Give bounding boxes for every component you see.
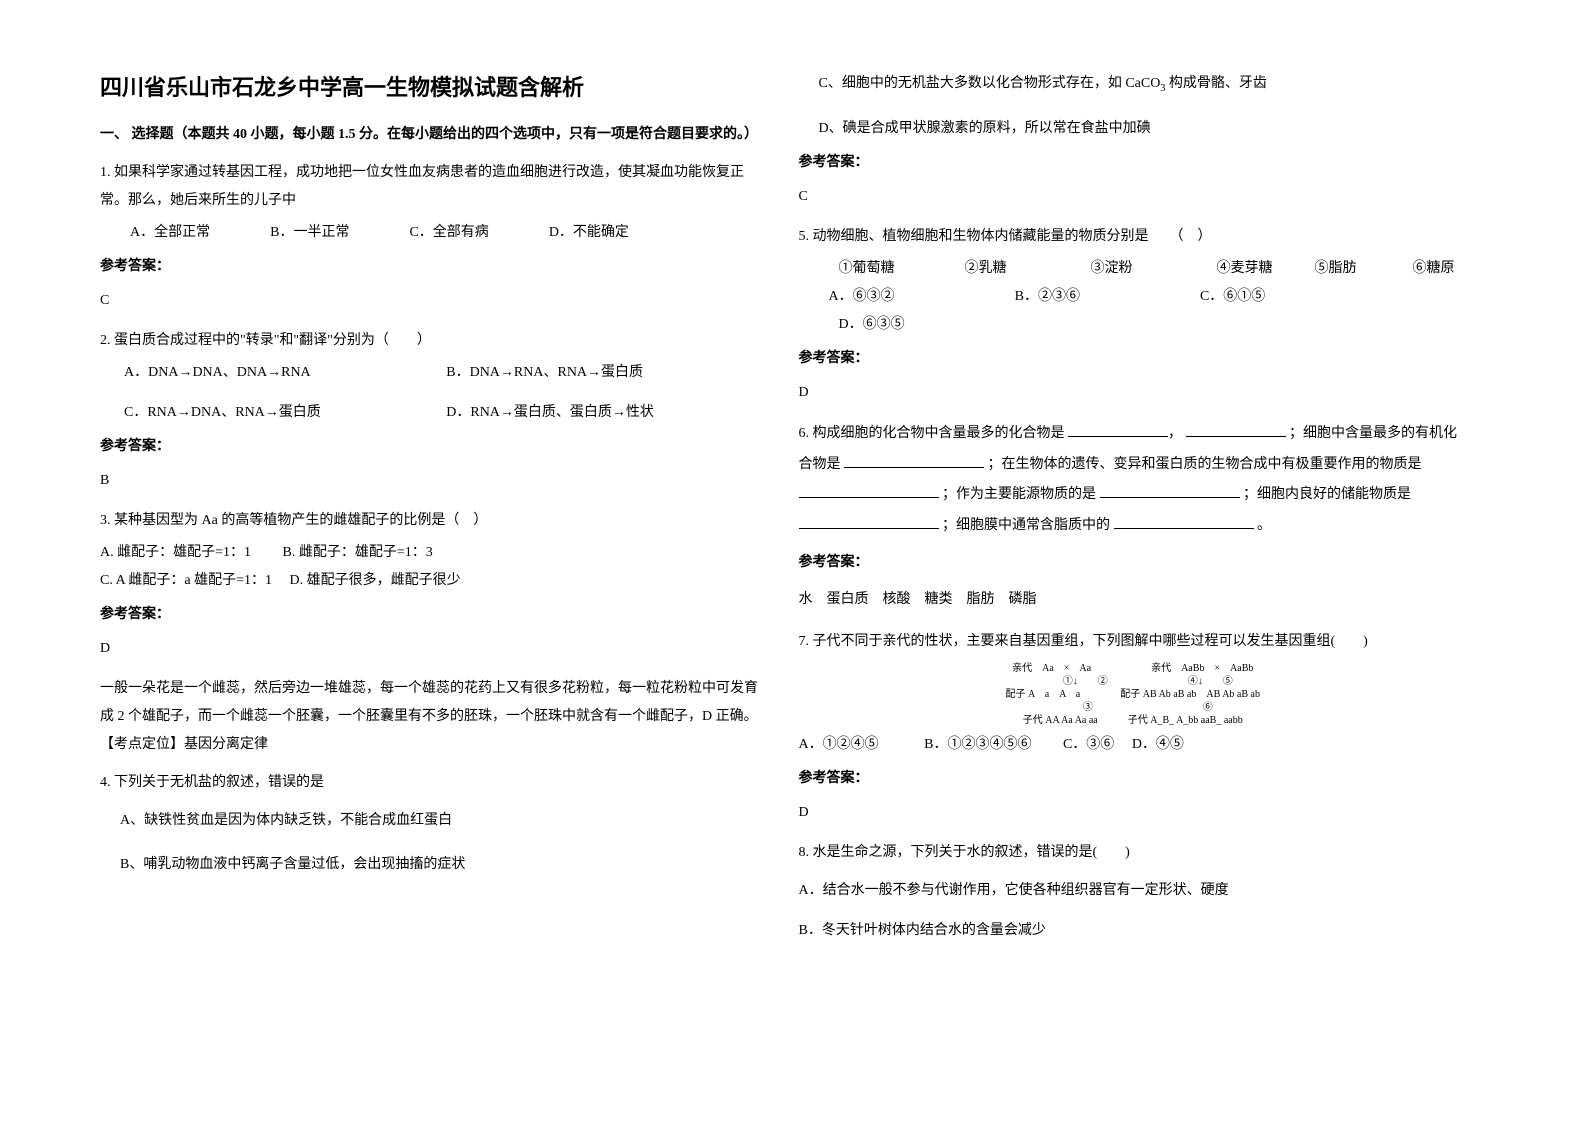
q4-opt-a: A、缺铁性贫血是因为体内缺乏铁，不能合成血红蛋白 xyxy=(120,807,769,835)
q7-opt-b: B．①②③④⑤⑥ xyxy=(924,737,1031,752)
q6-t1: 6. 构成细胞的化合物中含量最多的化合物是 xyxy=(799,426,1065,441)
q2-options: A．DNA→DNA、DNA→RNA B．DNA→RNA、RNA→蛋白质 C．RN… xyxy=(124,359,769,427)
question-5: 5. 动物细胞、植物细胞和生物体内储藏能量的物质分别是 （ ） ①葡萄糖 ②乳糖… xyxy=(799,223,1468,407)
q5-opt-b: B．②③⑥ xyxy=(1015,283,1080,311)
left-column: 四川省乐山市石龙乡中学高一生物模拟试题含解析 一、 选择题（本题共 40 小题，… xyxy=(100,70,799,1082)
blank-5 xyxy=(1100,484,1240,498)
q1-text: 1. 如果科学家通过转基因工程，成功地把一位女性血友病患者的造血细胞进行改造，使… xyxy=(100,159,769,215)
q2-ans-label: 参考答案： xyxy=(100,433,769,461)
q3-opt-d: D. 雄配子很多，雌配子很少 xyxy=(290,573,461,588)
q1-ans: C xyxy=(100,287,769,315)
q1-options: A．全部正常 B．一半正常 C．全部有病 D．不能确定 xyxy=(130,219,769,247)
q4-text: 4. 下列关于无机盐的叙述，错误的是 xyxy=(100,769,769,797)
q2-opt-c: C．RNA→DNA、RNA→蛋白质 xyxy=(124,399,446,427)
q4-opt-c: C、细胞中的无机盐大多数以化合物形式存在，如 CaCO3 构成骨骼、牙齿 xyxy=(819,70,1468,99)
question-2: 2. 蛋白质合成过程中的"转录"和"翻译"分别为（ ） A．DNA→DNA、DN… xyxy=(100,327,769,495)
question-4-cont: C、细胞中的无机盐大多数以化合物形式存在，如 CaCO3 构成骨骼、牙齿 D、碘… xyxy=(799,70,1468,211)
blank-3 xyxy=(844,454,984,468)
q2-opt-a: A．DNA→DNA、DNA→RNA xyxy=(124,359,446,387)
blank-2 xyxy=(1186,423,1286,437)
q6-ans-label: 参考答案： xyxy=(799,548,1468,579)
q3-text: 3. 某种基因型为 Aa 的高等植物产生的雌雄配子的比例是（ ） xyxy=(100,507,769,535)
q1-ans-label: 参考答案： xyxy=(100,253,769,281)
q3-ans-label: 参考答案： xyxy=(100,601,769,629)
q5-text: 5. 动物细胞、植物细胞和生物体内储藏能量的物质分别是 （ ） xyxy=(799,223,1468,251)
q8-opt-b: B．冬天针叶树体内结合水的含量会减少 xyxy=(799,917,1468,945)
question-8: 8. 水是生命之源，下列关于水的叙述，错误的是( ) A．结合水一般不参与代谢作… xyxy=(799,839,1468,945)
q3-opt-a: A. 雌配子：雄配子=1：1 xyxy=(100,545,251,560)
blank-4 xyxy=(799,484,939,498)
q3-options: A. 雌配子：雄配子=1：1 B. 雌配子：雄配子=1：3 xyxy=(100,539,769,567)
q3-opt-c: C. A 雌配子：a 雄配子=1：1 xyxy=(100,573,272,588)
q7-text: 7. 子代不同于亲代的性状，主要来自基因重组，下列图解中哪些过程可以发生基因重组… xyxy=(799,628,1468,656)
q5-ans: D xyxy=(799,379,1468,407)
q7-opt-d: D．④⑤ xyxy=(1132,737,1184,752)
q1-opt-c: C．全部有病 xyxy=(409,219,488,247)
question-3: 3. 某种基因型为 Aa 的高等植物产生的雌雄配子的比例是（ ） A. 雌配子：… xyxy=(100,507,769,759)
q5-opt-c: C．⑥①⑤ xyxy=(1200,283,1265,311)
q6-t7: 。 xyxy=(1257,518,1271,533)
q5-opt-d: D．⑥③⑤ xyxy=(839,311,1468,339)
q2-opt-b: B．DNA→RNA、RNA→蛋白质 xyxy=(446,359,643,387)
q8-text: 8. 水是生命之源，下列关于水的叙述，错误的是( ) xyxy=(799,839,1468,867)
q3-ans: D xyxy=(100,635,769,663)
blank-7 xyxy=(1114,515,1254,529)
q6-t4: ；作为主要能源物质的是 xyxy=(942,487,1096,502)
q6-ans: 水 蛋白质 核酸 糖类 脂肪 磷脂 xyxy=(799,585,1468,616)
q7-ans-label: 参考答案： xyxy=(799,765,1468,793)
blank-6 xyxy=(799,515,939,529)
right-column: C、细胞中的无机盐大多数以化合物形式存在，如 CaCO3 构成骨骼、牙齿 D、碘… xyxy=(799,70,1498,1082)
page-title: 四川省乐山市石龙乡中学高一生物模拟试题含解析 xyxy=(100,70,769,102)
q2-text: 2. 蛋白质合成过程中的"转录"和"翻译"分别为（ ） xyxy=(100,327,769,355)
q6-t5: ；细胞内良好的储能物质是 xyxy=(1243,487,1411,502)
q7-figure: 亲代 Aa × Aa 亲代 AaBb × AaBb ①↓ ② ④↓ ⑤ 配子 A… xyxy=(799,662,1468,727)
blank-1 xyxy=(1068,423,1168,437)
question-1: 1. 如果科学家通过转基因工程，成功地把一位女性血友病患者的造血细胞进行改造，使… xyxy=(100,159,769,315)
q4-opt-d: D、碘是合成甲状腺激素的原料，所以常在食盐中加碘 xyxy=(819,115,1468,143)
q8-opt-a: A．结合水一般不参与代谢作用，它使各种组织器官有一定形状、硬度 xyxy=(799,877,1468,905)
q7-opt-a: A．①②④⑤ xyxy=(799,737,879,752)
q4-opt-b: B、哺乳动物血液中钙离子含量过低，会出现抽搐的症状 xyxy=(120,851,769,879)
section-header-1: 一、 选择题（本题共 40 小题，每小题 1.5 分。在每小题给出的四个选项中，… xyxy=(100,122,769,147)
question-4: 4. 下列关于无机盐的叙述，错误的是 A、缺铁性贫血是因为体内缺乏铁，不能合成血… xyxy=(100,769,769,879)
q3-opt-b: B. 雌配子：雄配子=1：3 xyxy=(283,545,433,560)
q7-options: A．①②④⑤ B．①②③④⑤⑥ C．③⑥ D．④⑤ xyxy=(799,731,1468,759)
q3-explain-2: 【考点定位】基因分离定律 xyxy=(100,731,769,759)
q5-opt-a: A．⑥③② xyxy=(829,283,895,311)
q5-options: A．⑥③② B．②③⑥ C．⑥①⑤ xyxy=(829,283,1468,311)
q1-opt-d: D．不能确定 xyxy=(549,219,629,247)
q4-ans: C xyxy=(799,183,1468,211)
question-7: 7. 子代不同于亲代的性状，主要来自基因重组，下列图解中哪些过程可以发生基因重组… xyxy=(799,628,1468,827)
q4-ans-label: 参考答案： xyxy=(799,149,1468,177)
question-6: 6. 构成细胞的化合物中含量最多的化合物是 ， ；细胞中含量最多的有机化合物是 … xyxy=(799,419,1468,616)
q3-explain-1: 一般一朵花是一个雌蕊，然后旁边一堆雄蕊，每一个雄蕊的花药上又有很多花粉粒，每一粒… xyxy=(100,675,769,731)
q7-opt-c: C．③⑥ xyxy=(1063,737,1114,752)
q5-choices: ①葡萄糖 ②乳糖 ③淀粉 ④麦芽糖 ⑤脂肪 ⑥糖原 xyxy=(839,255,1468,283)
q7-ans: D xyxy=(799,799,1468,827)
q5-ans-label: 参考答案： xyxy=(799,345,1468,373)
q2-ans: B xyxy=(100,467,769,495)
q6-t6: ；细胞膜中通常含脂质中的 xyxy=(942,518,1110,533)
q1-opt-b: B．一半正常 xyxy=(270,219,349,247)
q1-opt-a: A．全部正常 xyxy=(130,219,210,247)
q2-opt-d: D．RNA→蛋白质、蛋白质→性状 xyxy=(446,399,654,427)
q6-t3: ；在生物体的遗传、变异和蛋白质的生物合成中有极重要作用的物质是 xyxy=(988,457,1422,472)
